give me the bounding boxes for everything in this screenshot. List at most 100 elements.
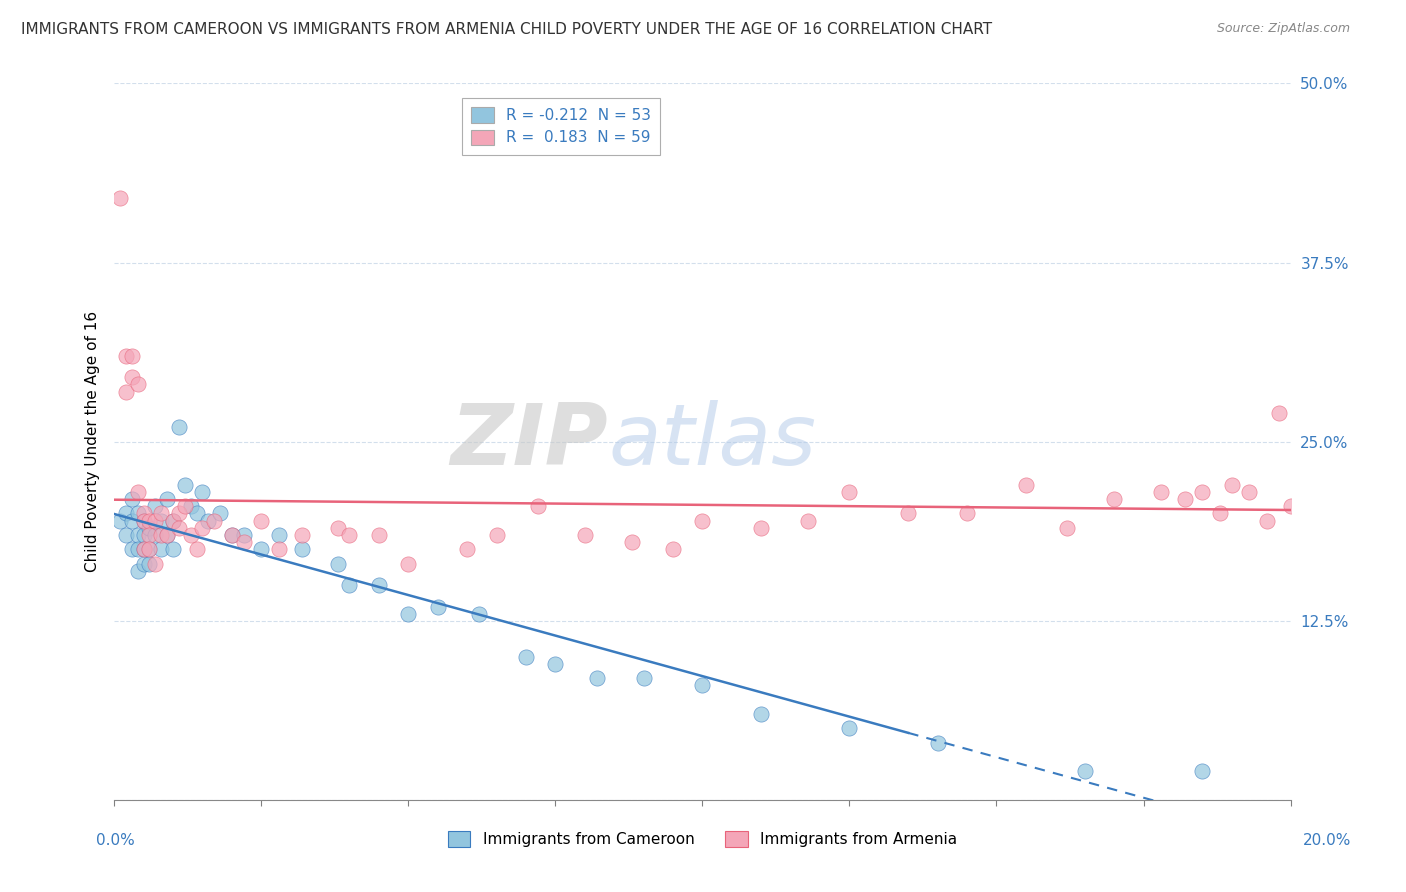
Point — [132, 528, 155, 542]
Point — [197, 514, 219, 528]
Text: atlas: atlas — [609, 401, 817, 483]
Y-axis label: Child Poverty Under the Age of 16: Child Poverty Under the Age of 16 — [86, 311, 100, 573]
Point — [250, 542, 273, 557]
Point — [121, 349, 143, 363]
Point — [1268, 406, 1291, 420]
Point — [115, 528, 138, 542]
Point — [180, 500, 202, 514]
Point — [127, 564, 149, 578]
Text: Source: ZipAtlas.com: Source: ZipAtlas.com — [1216, 22, 1350, 36]
Point — [145, 557, 167, 571]
Point — [620, 535, 643, 549]
Point — [1150, 484, 1173, 499]
Point — [291, 542, 314, 557]
Point — [1209, 507, 1232, 521]
Point — [1102, 492, 1125, 507]
Point — [186, 507, 208, 521]
Point — [291, 528, 314, 542]
Point — [326, 521, 349, 535]
Point — [1220, 477, 1243, 491]
Point — [232, 535, 254, 549]
Point — [1174, 492, 1197, 507]
Point — [1015, 477, 1038, 491]
Point — [339, 528, 361, 542]
Point — [162, 542, 184, 557]
Point — [150, 542, 173, 557]
Point — [156, 492, 179, 507]
Text: IMMIGRANTS FROM CAMEROON VS IMMIGRANTS FROM ARMENIA CHILD POVERTY UNDER THE AGE : IMMIGRANTS FROM CAMEROON VS IMMIGRANTS F… — [21, 22, 993, 37]
Point — [526, 500, 548, 514]
Point — [544, 657, 567, 671]
Point — [585, 671, 607, 685]
Point — [138, 557, 160, 571]
Point — [150, 528, 173, 542]
Point — [156, 528, 179, 542]
Point — [396, 607, 419, 621]
Point — [221, 528, 243, 542]
Point — [1073, 764, 1095, 779]
Point — [838, 722, 860, 736]
Point — [468, 607, 491, 621]
Point — [250, 514, 273, 528]
Point — [108, 191, 131, 205]
Point — [127, 528, 149, 542]
Point — [927, 736, 949, 750]
Text: 20.0%: 20.0% — [1303, 833, 1351, 847]
Point — [115, 384, 138, 399]
Point — [127, 507, 149, 521]
Point — [456, 542, 478, 557]
Point — [662, 542, 685, 557]
Point — [127, 377, 149, 392]
Point — [162, 514, 184, 528]
Point — [138, 521, 160, 535]
Point — [180, 528, 202, 542]
Point — [121, 492, 143, 507]
Point — [156, 528, 179, 542]
Point — [132, 542, 155, 557]
Point — [121, 370, 143, 384]
Point — [115, 507, 138, 521]
Point — [692, 514, 714, 528]
Point — [145, 514, 167, 528]
Point — [138, 514, 160, 528]
Point — [191, 521, 214, 535]
Point — [209, 507, 232, 521]
Point — [167, 420, 190, 434]
Point — [108, 514, 131, 528]
Point — [897, 507, 920, 521]
Point — [121, 542, 143, 557]
Point — [221, 528, 243, 542]
Text: ZIP: ZIP — [451, 401, 609, 483]
Point — [1239, 484, 1261, 499]
Point — [138, 542, 160, 557]
Point — [797, 514, 820, 528]
Point — [191, 484, 214, 499]
Point — [692, 678, 714, 692]
Point — [267, 528, 290, 542]
Point — [267, 542, 290, 557]
Point — [1056, 521, 1078, 535]
Point — [515, 649, 537, 664]
Point — [150, 514, 173, 528]
Point — [173, 500, 195, 514]
Point — [132, 542, 155, 557]
Point — [127, 542, 149, 557]
Point — [396, 557, 419, 571]
Point — [186, 542, 208, 557]
Point — [145, 528, 167, 542]
Point — [749, 707, 772, 722]
Point — [749, 521, 772, 535]
Point — [339, 578, 361, 592]
Point — [121, 514, 143, 528]
Point — [485, 528, 508, 542]
Point — [150, 507, 173, 521]
Point — [132, 514, 155, 528]
Point — [633, 671, 655, 685]
Point — [326, 557, 349, 571]
Point — [1256, 514, 1278, 528]
Point — [838, 484, 860, 499]
Point — [167, 521, 190, 535]
Point — [162, 514, 184, 528]
Point — [1191, 484, 1213, 499]
Point — [115, 349, 138, 363]
